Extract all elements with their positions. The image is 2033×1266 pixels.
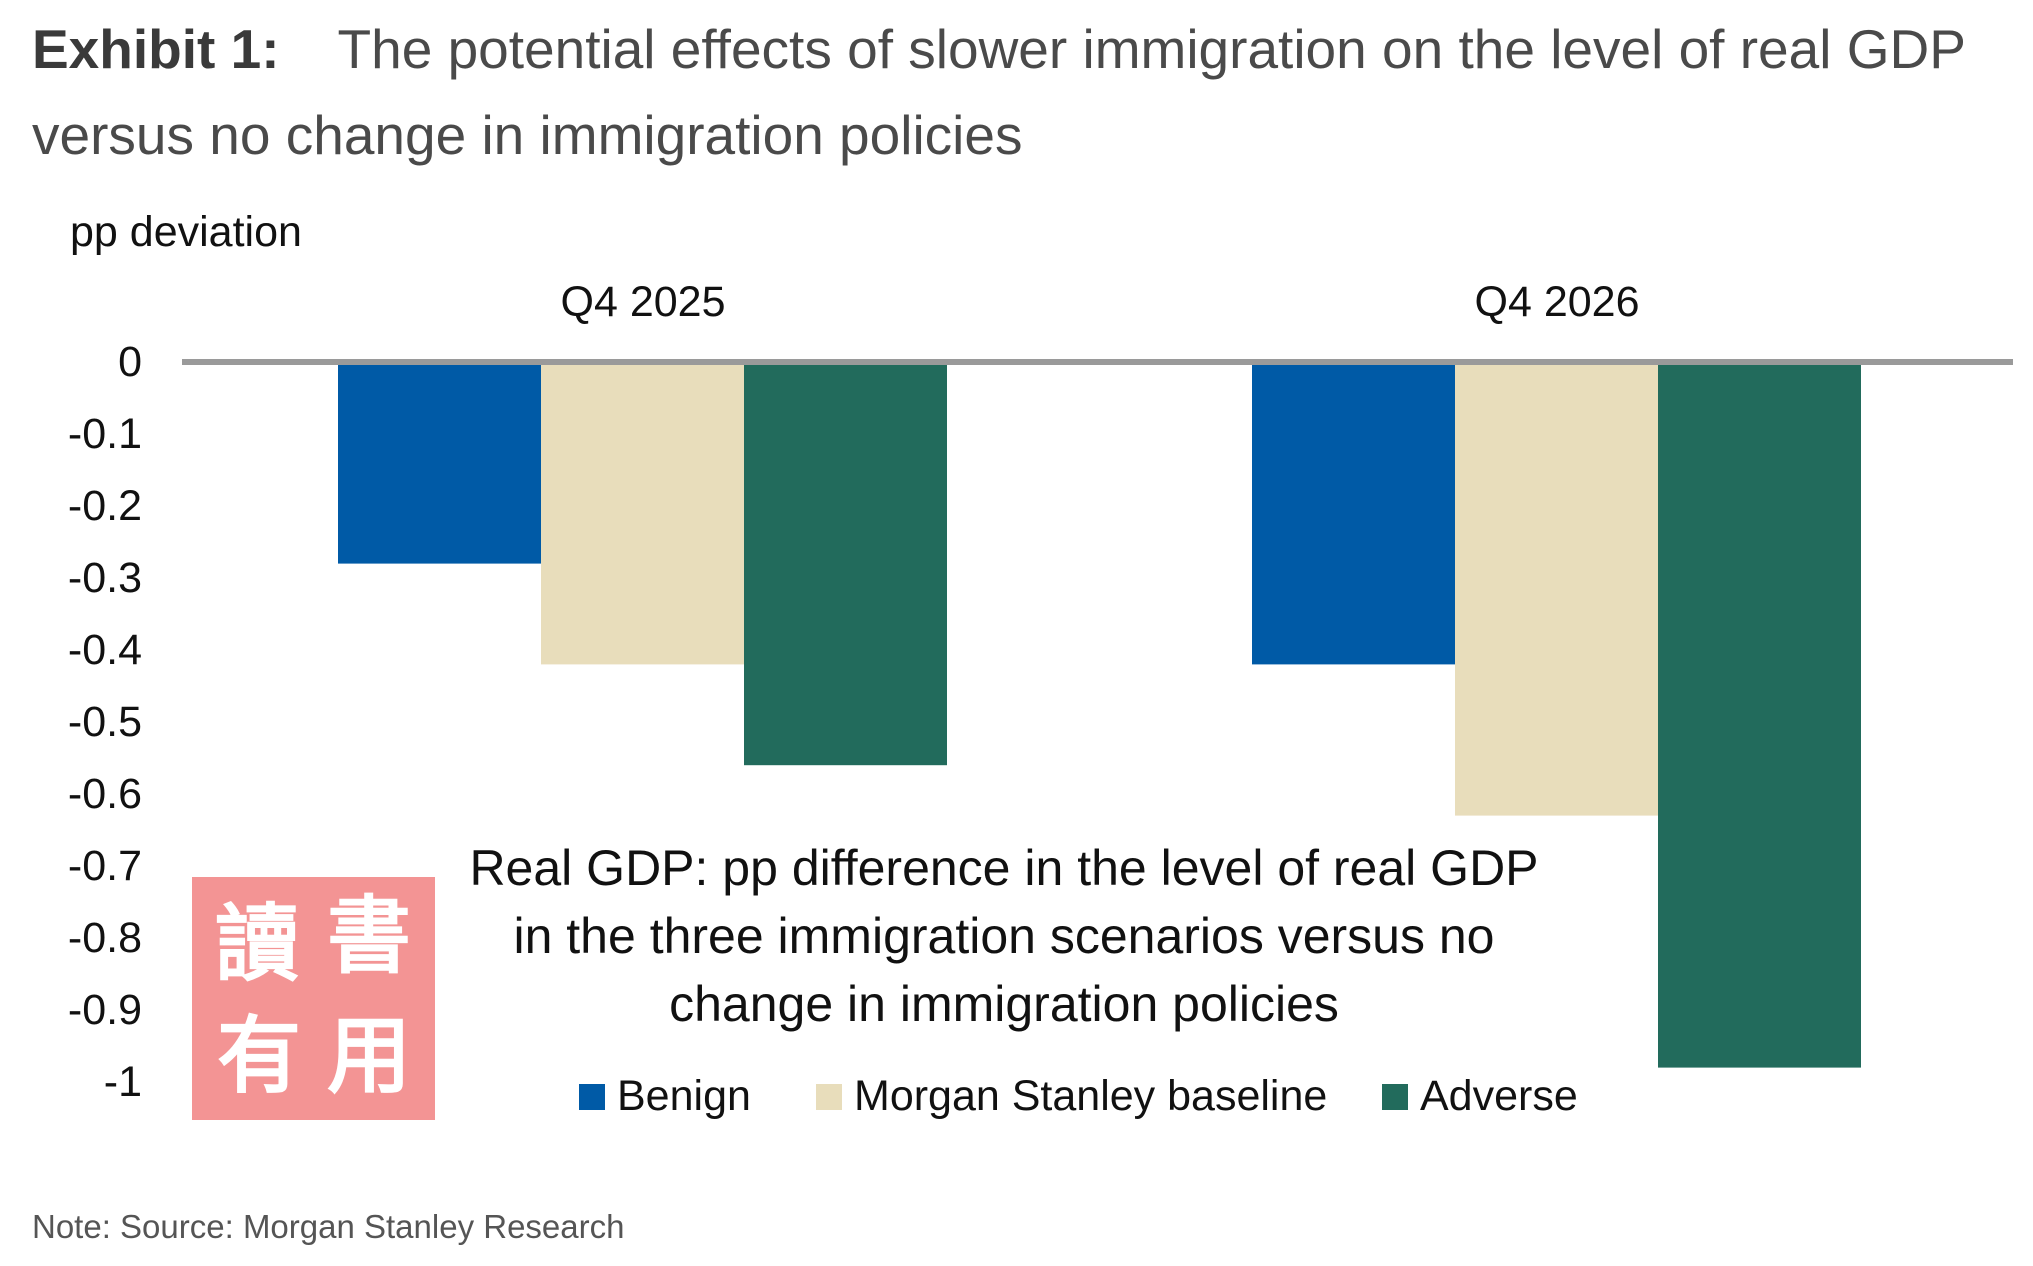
y-tick-label: -0.1	[68, 410, 142, 458]
watermark-stamp: 讀 書 有 用	[192, 877, 435, 1120]
chart-inner-title: in the three immigration scenarios versu…	[513, 908, 1494, 964]
bar-benign	[338, 362, 541, 564]
watermark-glyph: 讀	[214, 894, 299, 993]
chart-title: Exhibit 1: The potential effects of slowe…	[32, 6, 1992, 178]
x-category-label: Q4 2025	[561, 278, 726, 326]
exhibit-title: The potential effects of slower immigrat…	[32, 18, 1965, 166]
chart-inner-title: Real GDP: pp difference in the level of …	[469, 840, 1538, 896]
exhibit-label: Exhibit 1:	[32, 18, 280, 80]
y-tick-label: -0.8	[68, 914, 142, 962]
y-tick-label: -0.6	[68, 770, 142, 818]
chart-inner-title: change in immigration policies	[669, 976, 1339, 1032]
y-axis-label: pp deviation	[70, 208, 302, 256]
watermark-glyph: 用	[326, 1006, 411, 1105]
y-tick-label: -0.4	[68, 626, 142, 674]
legend-swatch	[1382, 1084, 1408, 1110]
bar-morgan-stanley-baseline	[541, 362, 744, 665]
y-tick-label: -0.2	[68, 482, 142, 530]
y-tick-label: -0.9	[68, 986, 142, 1034]
legend-swatch	[579, 1084, 605, 1110]
y-tick-label: -0.3	[68, 554, 142, 602]
bar-adverse	[744, 362, 947, 766]
y-tick-label: -0.5	[68, 698, 142, 746]
source-note: Note: Source: Morgan Stanley Research	[32, 1208, 625, 1245]
watermark-glyph: 有	[216, 1006, 301, 1105]
y-tick-label: -0.7	[68, 842, 142, 890]
y-tick-label: -1	[104, 1058, 142, 1106]
watermark-glyph: 書	[326, 886, 411, 985]
bar-morgan-stanley-baseline	[1455, 362, 1658, 816]
legend-label: Adverse	[1420, 1072, 1578, 1120]
x-category-label: Q4 2026	[1475, 278, 1640, 326]
legend-label: Benign	[617, 1072, 751, 1120]
legend-swatch	[816, 1084, 842, 1110]
bar-adverse	[1658, 362, 1861, 1068]
y-tick-label: 0	[118, 338, 142, 386]
bar-benign	[1252, 362, 1455, 665]
legend-label: Morgan Stanley baseline	[854, 1072, 1327, 1120]
